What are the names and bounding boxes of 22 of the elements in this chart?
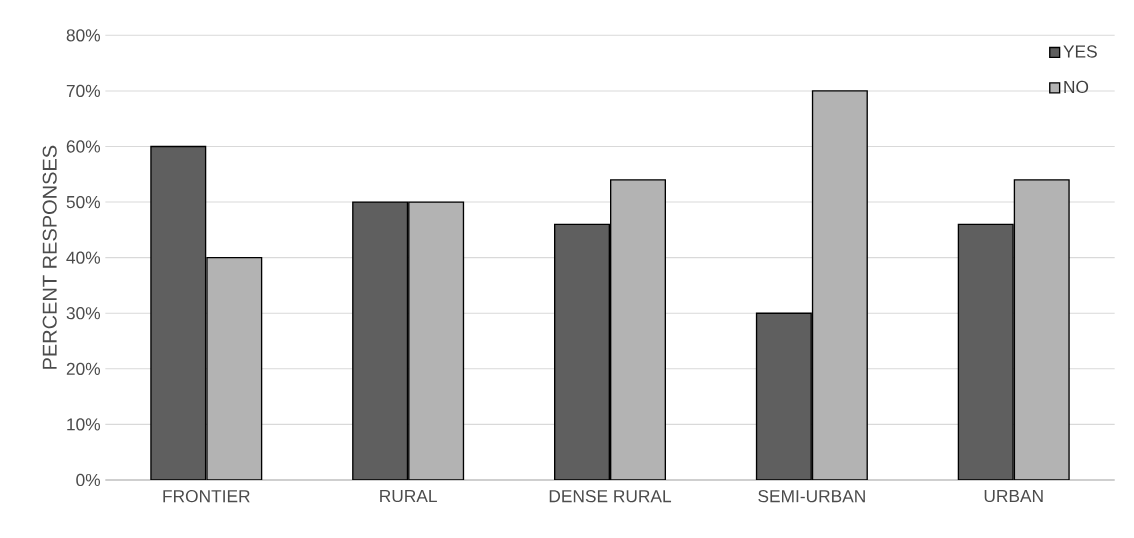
x-tick-label: RURAL [380, 490, 437, 503]
bar [755, 312, 812, 480]
bar [150, 145, 207, 480]
x-tick-label: DENSE RURAL [549, 490, 672, 503]
y-tick-label: 50% [66, 195, 101, 209]
bar [352, 201, 409, 480]
y-tick-label: 70% [66, 84, 101, 98]
y-tick-label: 10% [67, 418, 101, 431]
legend-label: YES [1063, 45, 1097, 58]
y-tick-label: 0% [76, 473, 101, 487]
y-tick-label: 20% [66, 362, 101, 375]
bar [957, 223, 1014, 480]
legend-label: NO [1064, 80, 1089, 94]
y-tick-label: 40% [66, 251, 101, 264]
x-tick-label: URBAN [984, 490, 1043, 503]
y-tick-label: 60% [66, 140, 101, 153]
x-tick-label: FRONTIER [163, 490, 250, 503]
x-tick-label: SEMI-URBAN [758, 490, 865, 503]
y-tick-label: 80% [66, 29, 101, 42]
bar [554, 223, 611, 480]
y-tick-label: 30% [66, 307, 101, 320]
y-axis-title: PERCENT RESPONSES [42, 145, 57, 369]
